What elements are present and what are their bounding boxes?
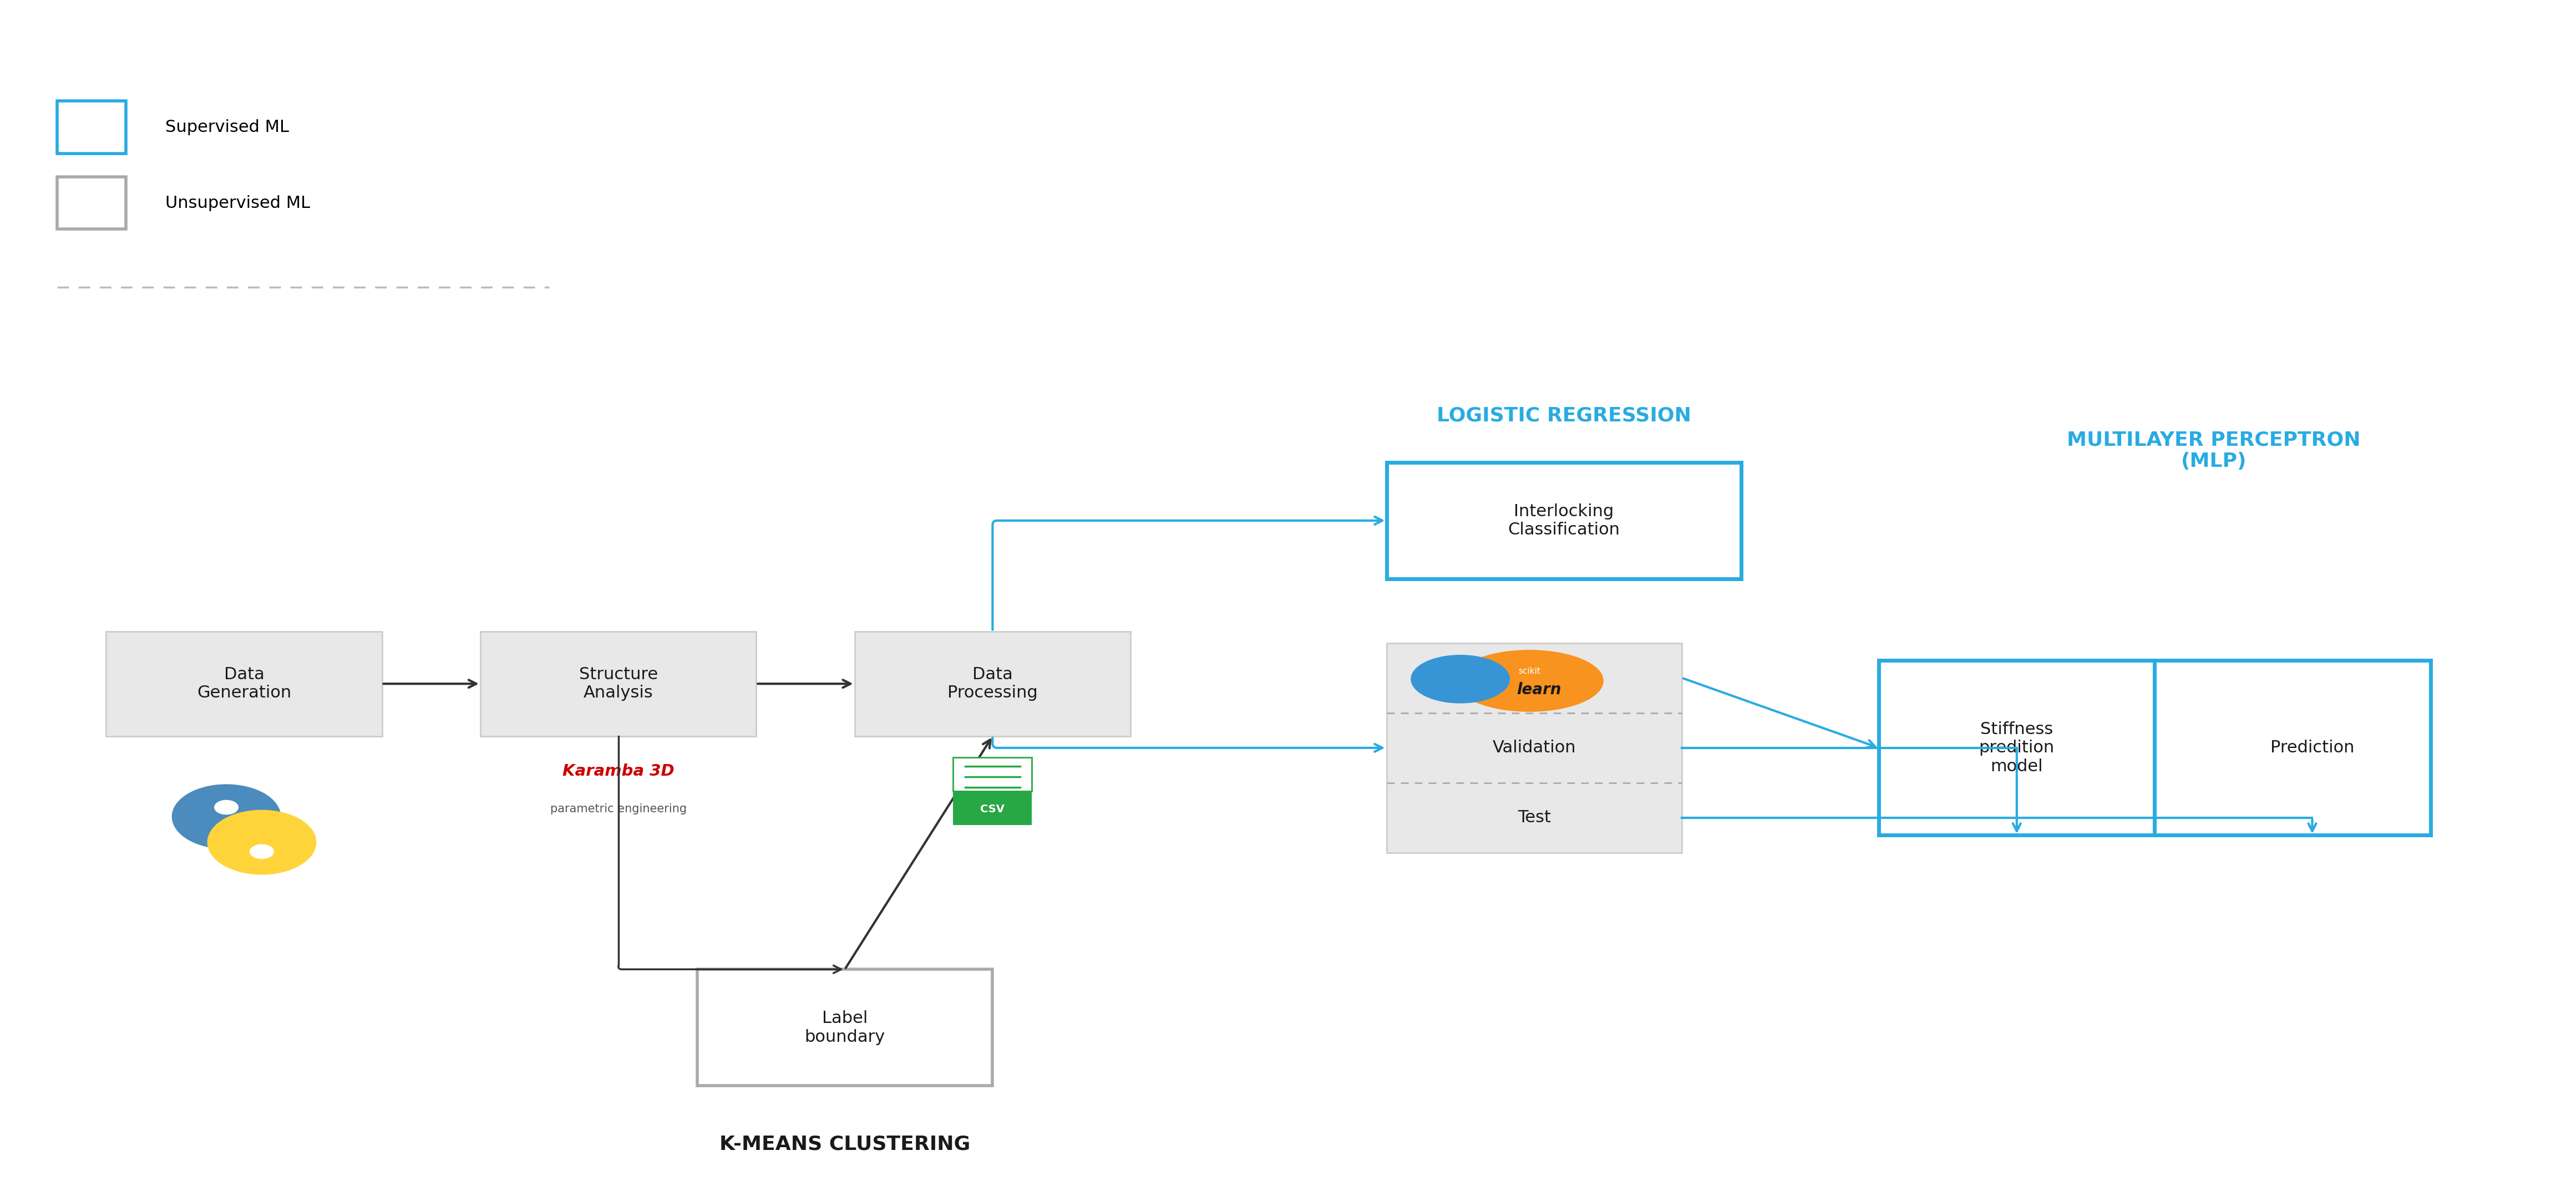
FancyBboxPatch shape xyxy=(57,100,126,154)
Ellipse shape xyxy=(1412,655,1510,703)
FancyBboxPatch shape xyxy=(106,632,381,736)
Circle shape xyxy=(209,810,317,874)
Text: Prediction: Prediction xyxy=(2269,739,2354,756)
Text: Data
Generation: Data Generation xyxy=(196,666,291,702)
FancyBboxPatch shape xyxy=(482,632,757,736)
FancyBboxPatch shape xyxy=(57,177,126,229)
Text: LOGISTIC REGRESSION: LOGISTIC REGRESSION xyxy=(1437,406,1690,425)
Circle shape xyxy=(250,844,273,859)
FancyBboxPatch shape xyxy=(953,790,1033,824)
Text: scikit: scikit xyxy=(1517,667,1540,676)
FancyBboxPatch shape xyxy=(698,970,992,1085)
Text: Supervised ML: Supervised ML xyxy=(165,119,289,135)
Text: learn: learn xyxy=(1517,681,1561,697)
Text: Train: Train xyxy=(1515,670,1553,686)
Text: Structure
Analysis: Structure Analysis xyxy=(580,666,657,702)
Text: Data
Processing: Data Processing xyxy=(948,666,1038,702)
Circle shape xyxy=(173,784,281,849)
FancyBboxPatch shape xyxy=(855,632,1131,736)
Text: parametric engineering: parametric engineering xyxy=(551,803,688,815)
Ellipse shape xyxy=(1455,651,1602,711)
FancyBboxPatch shape xyxy=(1386,642,1682,853)
Text: K-MEANS CLUSTERING: K-MEANS CLUSTERING xyxy=(719,1135,971,1154)
Text: Validation: Validation xyxy=(1492,739,1577,756)
Text: Unsupervised ML: Unsupervised ML xyxy=(165,195,309,211)
FancyBboxPatch shape xyxy=(953,757,1033,791)
Circle shape xyxy=(214,801,237,814)
FancyBboxPatch shape xyxy=(1878,660,2429,835)
Text: Karamba 3D: Karamba 3D xyxy=(562,763,675,779)
Text: Stiffness
predition
model: Stiffness predition model xyxy=(1978,722,2056,775)
Text: Interlocking
Classification: Interlocking Classification xyxy=(1507,503,1620,537)
Text: Label
boundary: Label boundary xyxy=(804,1010,886,1045)
FancyBboxPatch shape xyxy=(1386,462,1741,579)
Text: CSV: CSV xyxy=(981,804,1005,815)
Text: Test: Test xyxy=(1517,810,1551,826)
Text: MULTILAYER PERCEPTRON
(MLP): MULTILAYER PERCEPTRON (MLP) xyxy=(2066,430,2360,471)
